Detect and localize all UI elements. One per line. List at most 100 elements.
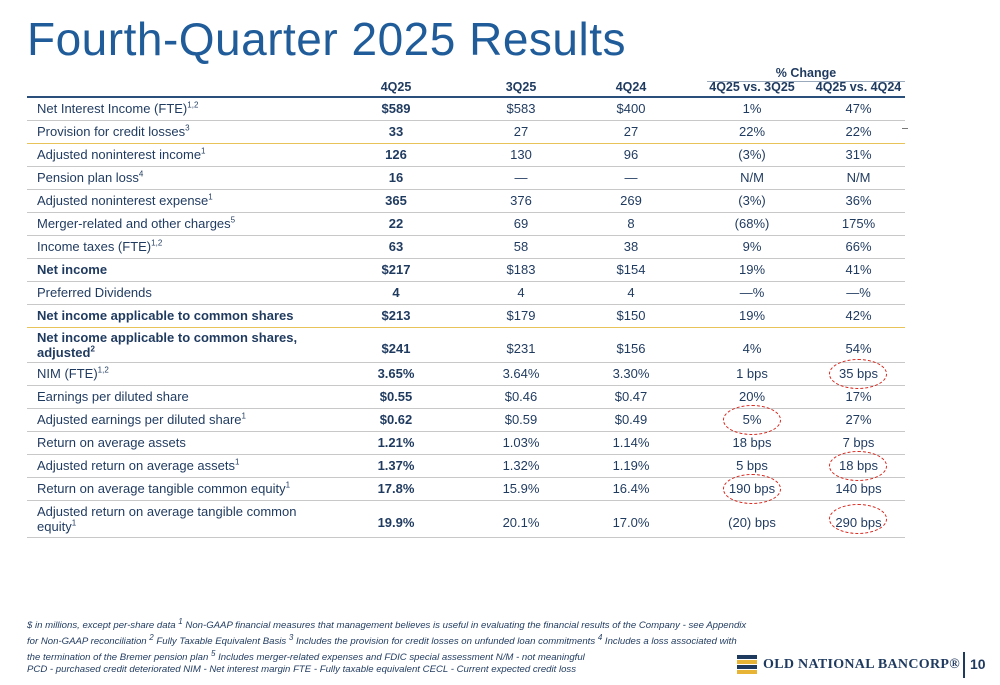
table-row: Pension plan loss4 16 — — N/M N/M <box>27 167 905 190</box>
row-label-text: Net income applicable to common shares, <box>37 330 298 345</box>
cell-3q25: 15.9% <box>502 481 540 496</box>
cell-4q25: 1.37% <box>377 458 415 473</box>
table-row: Adjusted noninterest expense1 365 376 269 (3… <box>27 190 905 213</box>
cell-vs-3q25: 19% <box>738 262 766 277</box>
cell-vs-4q24: 7 bps <box>842 435 875 450</box>
cell-vs-4q24: 41% <box>845 262 872 277</box>
highlight-circle <box>829 504 887 534</box>
row-label-text: Return on average tangible common equity <box>37 481 286 496</box>
cell-vs-3q25: (3%) <box>738 147 766 162</box>
cell-4q24: 1.19% <box>612 458 650 473</box>
cell-4q24: $400 <box>616 101 646 116</box>
cell-vs-3q25: 18 bps <box>732 435 772 450</box>
row-label: Merger-related and other charges5 <box>37 216 235 231</box>
row-label: Income taxes (FTE)1,2 <box>37 239 162 254</box>
table-row: Adjusted noninterest income1 126 130 96 (3%)… <box>27 144 905 167</box>
cell-4q24: $154 <box>616 262 646 277</box>
footnote-text: Includes the provision for credit losses… <box>293 636 598 648</box>
row-label-text: Income taxes (FTE) <box>37 239 152 254</box>
row-label-footnote: 5 <box>230 215 236 225</box>
cell-4q24: 38 <box>623 239 639 254</box>
row-label-footnote: 1 <box>241 411 246 421</box>
row-label: Net income applicable to common shares, a… <box>37 330 297 360</box>
cell-4q24: 96 <box>623 147 639 162</box>
cell-vs-4q24: 17% <box>845 389 872 404</box>
cell-3q25: $0.46 <box>504 389 538 404</box>
row-label-text: Preferred Dividends <box>37 285 152 300</box>
row-label-text: Merger-related and other charges <box>37 216 231 231</box>
col-header-3q25: 3Q25 <box>505 80 537 94</box>
footnote-marker: 2 <box>149 632 154 642</box>
highlight-circle <box>723 474 781 504</box>
cell-4q25: 4 <box>392 285 400 300</box>
table-row: Merger-related and other charges5 22 69 8 (6… <box>27 213 905 236</box>
row-label-text: Adjusted return on average tangible comm… <box>37 504 297 519</box>
row-label: Adjusted return on average assets1 <box>37 458 239 473</box>
row-label: NIM (FTE)1,2 <box>37 366 109 381</box>
row-label-text: Net income applicable to common shares <box>37 308 294 323</box>
cell-3q25: 27 <box>513 124 529 139</box>
cell-vs-3q25: 20% <box>738 389 766 404</box>
row-label-text-2: equity <box>37 519 72 534</box>
row-label-text: NIM (FTE) <box>37 366 98 381</box>
footnote-text: Includes merger-related expenses and FDI… <box>215 652 585 664</box>
cell-4q25: 1.21% <box>377 435 415 450</box>
cell-4q24: 269 <box>620 193 642 208</box>
page-number: 10 <box>970 656 986 672</box>
table-row: Net income $217 $183 $154 19% 41% <box>27 259 905 282</box>
cell-4q25: 365 <box>385 193 407 208</box>
logo-mark-icon <box>737 655 757 674</box>
row-label: Adjusted noninterest expense1 <box>37 193 213 208</box>
row-label: Earnings per diluted share <box>37 389 189 404</box>
col-header-4q24: 4Q24 <box>615 80 647 94</box>
cell-vs-3q25: —% <box>739 285 765 300</box>
table-body: Net Interest Income (FTE)1,2 $589 $583 $400… <box>27 98 905 538</box>
row-label: Pension plan loss4 <box>37 170 143 185</box>
col-header-4q25-vs-3q25: 4Q25 vs. 3Q25 <box>709 80 795 94</box>
table-row: Net income applicable to common shares $2… <box>27 305 905 328</box>
cell-4q24: $0.49 <box>614 412 648 427</box>
cell-4q24: — <box>624 170 638 185</box>
footnote-text: Includes a loss associated with the term… <box>27 636 737 664</box>
row-label-footnote: 1,2 <box>187 100 199 110</box>
cell-4q24: $0.47 <box>614 389 648 404</box>
row-label-text: Provision for credit losses <box>37 124 186 139</box>
row-label-text: Adjusted noninterest income <box>37 147 202 162</box>
cell-4q25: $0.62 <box>379 412 413 427</box>
cell-4q24: 16.4% <box>612 481 650 496</box>
cell-4q25: $213 <box>381 308 411 323</box>
pct-change-header: % Change <box>707 66 905 82</box>
cell-4q24: $150 <box>616 308 646 323</box>
cell-vs-4q24: 140 bps <box>835 481 882 496</box>
row-label: Net income <box>37 262 107 277</box>
row-label: Preferred Dividends <box>37 285 152 300</box>
col-header-4q25: 4Q25 <box>380 80 412 94</box>
cell-4q24: 3.30% <box>612 366 650 381</box>
cell-4q24: 17.0% <box>612 515 650 530</box>
cell-4q25: 33 <box>388 124 404 139</box>
row-label-text: Earnings per diluted share <box>37 389 189 404</box>
table-header: % Change 4Q25 3Q25 4Q24 4Q25 vs. 3Q25 4Q… <box>27 64 905 98</box>
cell-3q25: 20.1% <box>502 515 540 530</box>
table-row: Net Interest Income (FTE)1,2 $589 $583 $400… <box>27 98 905 121</box>
table-row: Preferred Dividends 4 4 4 —% —% <box>27 282 905 305</box>
cell-vs-3q25: 9% <box>742 239 762 254</box>
row-label-footnote: 1,2 <box>97 365 109 375</box>
cell-3q25: $583 <box>506 101 536 116</box>
footnote-text: PCD - purchased credit deteriorated NIM … <box>27 663 577 675</box>
row-label-text: Adjusted noninterest expense <box>37 193 209 208</box>
logo-text: OLD NATIONAL BANCORP® <box>763 657 960 672</box>
row-label: Adjusted noninterest income1 <box>37 147 206 162</box>
table-row: Income taxes (FTE)1,2 63 58 38 9% 66% <box>27 236 905 259</box>
divider-mark <box>902 128 908 129</box>
cell-3q25: 376 <box>510 193 532 208</box>
row-label-footnote: 4 <box>138 169 144 179</box>
footnote-text: Fully Taxable Equivalent Basis <box>153 636 289 648</box>
cell-3q25: $179 <box>506 308 536 323</box>
cell-4q24: 8 <box>627 216 635 231</box>
col-header-4q25-vs-4q24: 4Q25 vs. 4Q24 <box>815 80 902 94</box>
cell-vs-4q24: 66% <box>845 239 872 254</box>
cell-vs-4q24: 54% <box>845 341 872 356</box>
cell-4q25: 22 <box>388 216 404 231</box>
footnote-text: $ in millions, except per-share data <box>27 620 179 632</box>
